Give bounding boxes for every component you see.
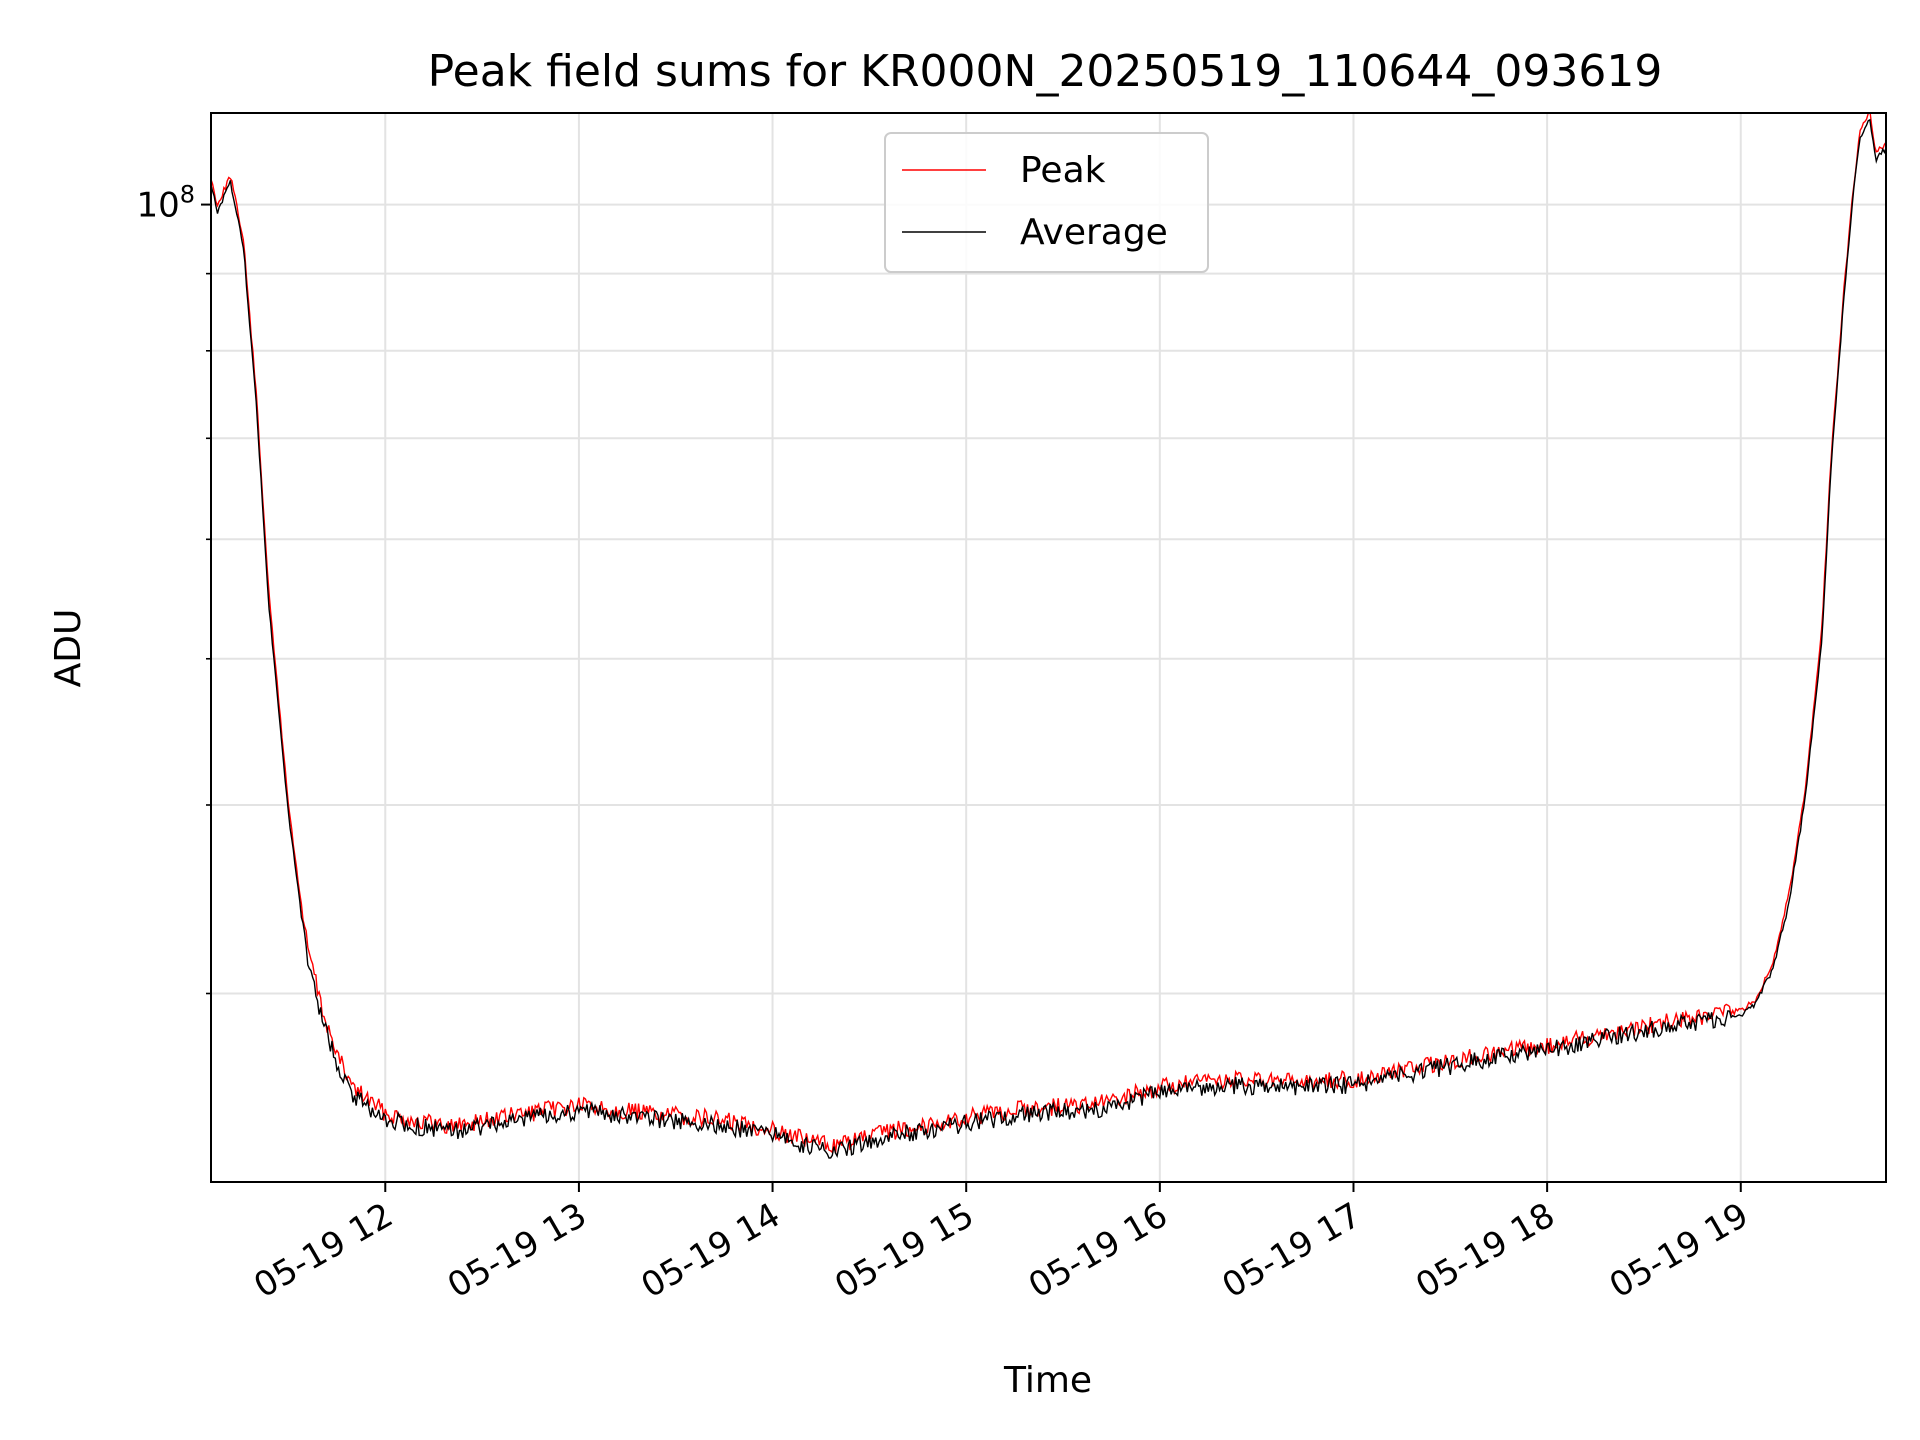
legend-label-average: Average [1020,212,1168,253]
plot-frame [210,112,1887,1183]
y-tick-label-exponent: 8 [180,181,195,209]
grid [211,113,1886,1182]
y-ticks: 108 [136,181,211,995]
y-tick-label-base: 10 [136,186,179,226]
series-line-average [211,118,1886,1159]
x-axis-label: Time [1003,1360,1092,1401]
series-line-peak [211,113,1886,1154]
chart-title: Peak field sums for KR000N_20250519_1106… [428,46,1663,97]
y-tick-label: 108 [136,181,195,226]
legend-label-peak: Peak [1020,150,1106,191]
legend-box [884,132,1209,273]
legend: Peak Average [884,132,1209,273]
y-axis-label: ADU [48,609,89,688]
series-layer [211,113,1886,1159]
